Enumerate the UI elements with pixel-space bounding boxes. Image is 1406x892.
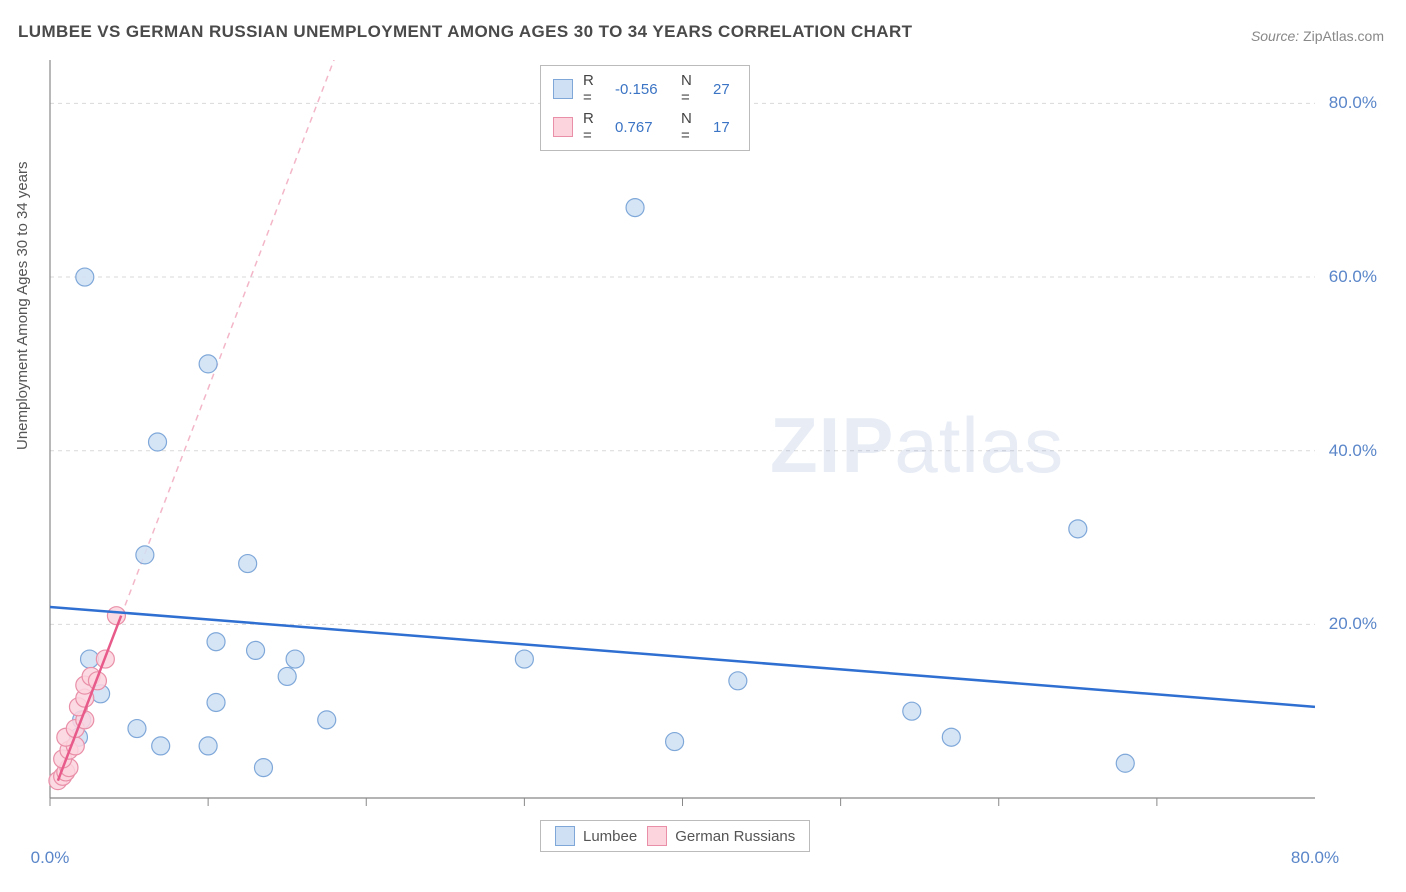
- y-tick-label: 80.0%: [1329, 93, 1377, 113]
- r-label: R =: [583, 110, 605, 144]
- chart-title: LUMBEE VS GERMAN RUSSIAN UNEMPLOYMENT AM…: [18, 22, 912, 42]
- german-russians-label: German Russians: [675, 828, 795, 845]
- legend-row-german-russians: R = 0.767 N = 17: [541, 108, 749, 146]
- source-value: ZipAtlas.com: [1303, 28, 1384, 44]
- legend-row-lumbee: R = -0.156 N = 27: [541, 70, 749, 108]
- legend-item-lumbee: Lumbee: [555, 826, 637, 846]
- german-russians-swatch: [553, 117, 573, 137]
- german-russians-r-value: 0.767: [615, 119, 671, 136]
- legend-item-german-russians: German Russians: [647, 826, 795, 846]
- plot-area: ZIPatlas R = -0.156 N = 27 R = 0.767 N =…: [45, 60, 1385, 840]
- german-russians-swatch-icon: [647, 826, 667, 846]
- n-label: N =: [681, 110, 703, 144]
- correlation-legend: R = -0.156 N = 27 R = 0.767 N = 17: [540, 65, 750, 151]
- lumbee-r-value: -0.156: [615, 81, 671, 98]
- r-label: R =: [583, 72, 605, 106]
- lumbee-n-value: 27: [713, 81, 737, 98]
- source-label: Source:: [1251, 28, 1299, 44]
- x-tick-label: 80.0%: [1291, 848, 1339, 868]
- y-tick-label: 40.0%: [1329, 441, 1377, 461]
- lumbee-swatch: [553, 79, 573, 99]
- y-tick-label: 60.0%: [1329, 267, 1377, 287]
- scatter-chart-svg: [45, 60, 1385, 840]
- source-attribution: Source: ZipAtlas.com: [1251, 28, 1384, 44]
- y-axis-label: Unemployment Among Ages 30 to 34 years: [14, 161, 31, 450]
- n-label: N =: [681, 72, 703, 106]
- lumbee-swatch-icon: [555, 826, 575, 846]
- x-tick-label: 0.0%: [31, 848, 70, 868]
- lumbee-label: Lumbee: [583, 828, 637, 845]
- y-tick-label: 20.0%: [1329, 614, 1377, 634]
- series-legend: Lumbee German Russians: [540, 820, 810, 852]
- german-russians-n-value: 17: [713, 119, 737, 136]
